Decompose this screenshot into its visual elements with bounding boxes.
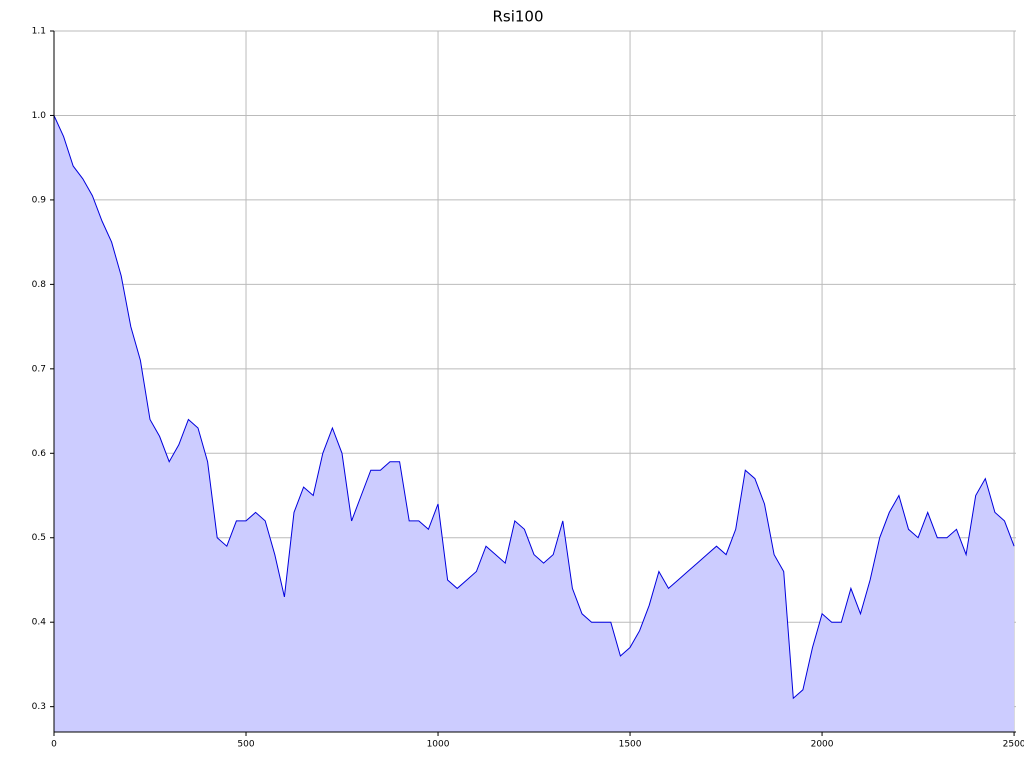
chart-title: Rsi100 [492, 8, 543, 26]
y-tick-label: 1.1 [32, 27, 46, 37]
y-tick-label: 1.0 [32, 111, 47, 121]
x-tick-label: 1000 [427, 740, 450, 750]
y-tick-label: 0.8 [32, 280, 47, 290]
area-fill [54, 115, 1015, 732]
y-tick-label: 0.7 [32, 364, 46, 374]
y-tick-label: 0.6 [32, 449, 47, 459]
y-tick-label: 0.3 [32, 702, 46, 712]
x-tick-label: 2500 [1003, 740, 1024, 750]
y-tick-label: 0.9 [32, 195, 47, 205]
line [53, 115, 1015, 700]
y-tick-label: 0.4 [32, 618, 47, 628]
x-tick-label: 500 [237, 740, 254, 750]
x-tick-label: 1500 [619, 740, 642, 750]
x-tick-label: 0 [51, 740, 57, 750]
x-tick-label: 2000 [811, 740, 834, 750]
y-tick-label: 0.5 [32, 533, 46, 543]
